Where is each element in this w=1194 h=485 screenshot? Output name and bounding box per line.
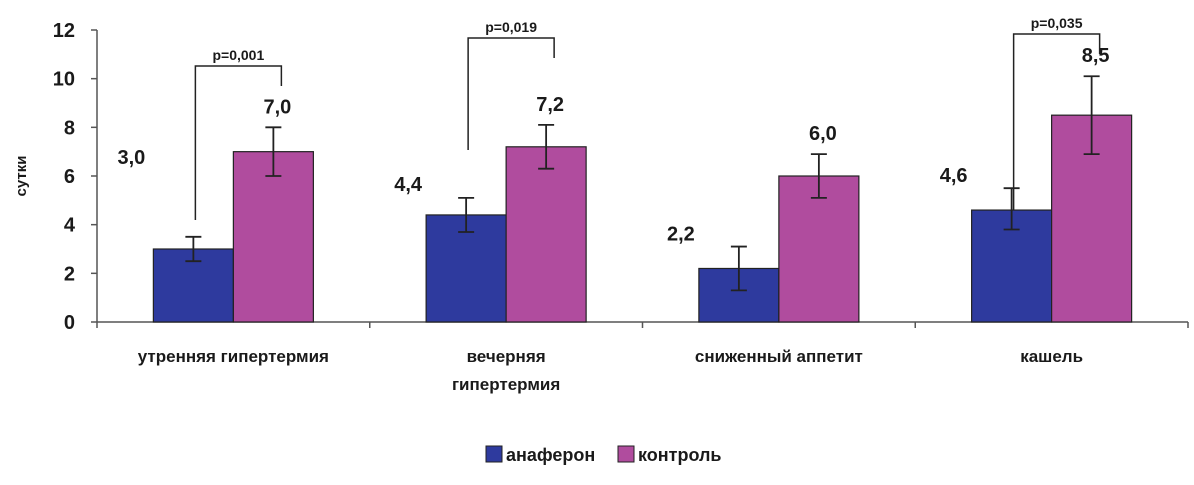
y-axis: 0 2 4 6 8 10 12 сутки	[13, 20, 98, 334]
data-label: 4,6	[940, 165, 968, 187]
y-axis-title: сутки	[13, 156, 30, 197]
y-tick-label: 12	[53, 20, 75, 42]
y-tick-label: 6	[64, 166, 75, 188]
bars	[152, 114, 1133, 323]
data-label: 4,4	[394, 174, 423, 196]
y-tick-label: 10	[53, 69, 75, 91]
data-label: 2,2	[667, 224, 695, 246]
data-label: 7,0	[263, 96, 291, 118]
data-label: 7,2	[536, 94, 564, 116]
significance-brackets: p=0,001 p=0,019 p=0,035	[194, 15, 1101, 220]
bar-control	[505, 146, 587, 323]
legend-label: анаферон	[506, 445, 595, 465]
bar-control	[232, 151, 314, 323]
category-label: утренняя гипертермия	[138, 347, 329, 366]
legend-label: контроль	[638, 445, 722, 465]
data-label: 6,0	[809, 123, 837, 145]
significance-bracket	[467, 37, 555, 150]
p-value-label: p=0,019	[485, 19, 537, 35]
y-tick-label: 0	[64, 312, 75, 334]
category-label: сниженный аппетит	[695, 347, 863, 366]
data-label: 8,5	[1082, 45, 1110, 67]
p-value-label: p=0,035	[1031, 15, 1083, 31]
data-label: 3,0	[117, 147, 145, 169]
category-label: кашель	[1020, 347, 1083, 366]
data-labels: 3,0 4,4 2,2 4,6 7,0 7,2 6,0 8,5	[117, 45, 1109, 245]
error-bars	[185, 75, 1100, 292]
y-tick-label: 2	[64, 263, 75, 285]
bar-control	[778, 175, 860, 323]
y-tick-label: 4	[64, 215, 76, 237]
p-value-label: p=0,001	[212, 47, 264, 63]
significance-bracket	[194, 65, 283, 220]
legend: анаферон контроль	[485, 445, 722, 465]
legend-swatch-anaferon	[485, 445, 503, 463]
y-tick-label: 8	[64, 117, 75, 139]
x-axis: утренняя гипертермия вечерняя гипертермия с…	[96, 321, 1189, 394]
category-label: гипертермия	[452, 375, 560, 394]
legend-swatch-control	[617, 445, 635, 463]
category-label: вечерняя	[467, 347, 546, 366]
significance-bracket	[1012, 33, 1101, 210]
